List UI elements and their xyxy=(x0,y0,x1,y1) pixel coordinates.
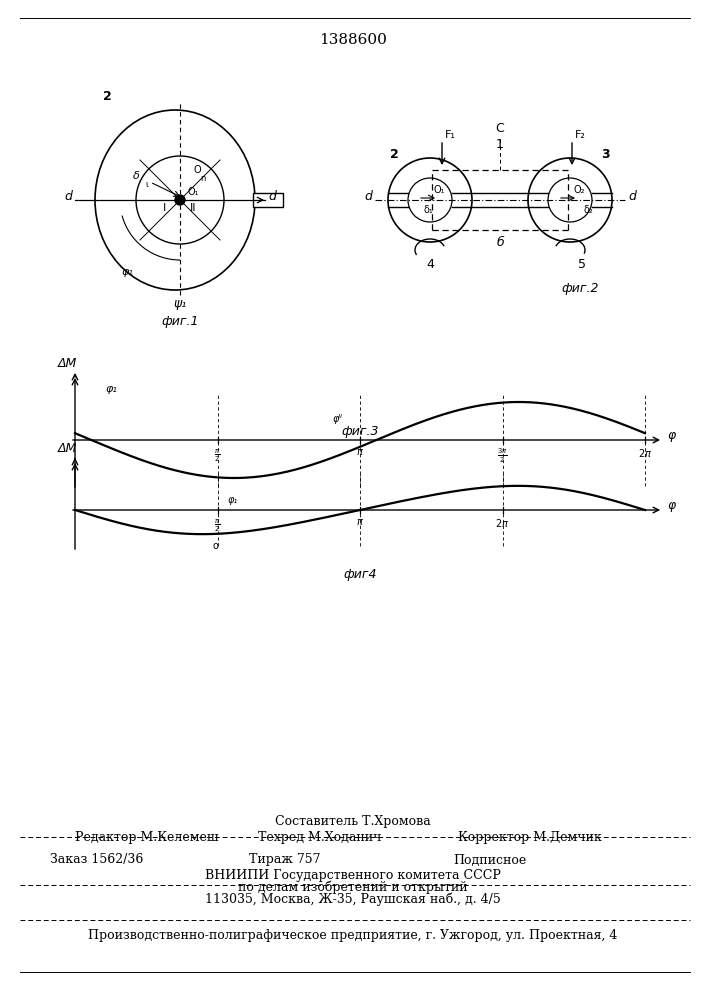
Text: d: d xyxy=(268,190,276,204)
Text: Заказ 1562/36: Заказ 1562/36 xyxy=(50,854,144,866)
Bar xyxy=(253,193,283,207)
Text: $\frac{\pi}{2}$: $\frac{\pi}{2}$ xyxy=(214,447,221,464)
Text: Производственно-полиграфическое предприятие, г. Ужгород, ул. Проектная, 4: Производственно-полиграфическое предприя… xyxy=(88,928,618,942)
Text: $2\pi$: $2\pi$ xyxy=(638,447,652,459)
Text: $\frac{\pi}{2}$: $\frac{\pi}{2}$ xyxy=(214,517,221,534)
Text: 2: 2 xyxy=(103,90,112,103)
Text: d: d xyxy=(64,190,72,204)
Text: φ₁: φ₁ xyxy=(228,495,238,505)
Text: $\frac{3\pi}{2}$: $\frac{3\pi}{2}$ xyxy=(497,447,508,465)
Text: δ₂: δ₂ xyxy=(583,205,593,215)
Text: φ: φ xyxy=(667,499,675,512)
Text: фиг.2: фиг.2 xyxy=(561,282,599,295)
Text: I: I xyxy=(163,203,167,213)
Text: O₁: O₁ xyxy=(187,187,199,197)
Text: φ: φ xyxy=(667,430,675,442)
Text: фиг.3: фиг.3 xyxy=(341,426,379,438)
Text: δ: δ xyxy=(133,171,140,181)
Text: ΔM: ΔM xyxy=(57,442,76,455)
Text: ψ₁: ψ₁ xyxy=(173,297,187,310)
Text: d: d xyxy=(628,190,636,204)
Text: φᴵᴵ: φᴵᴵ xyxy=(332,414,342,424)
Text: φ₁: φ₁ xyxy=(105,384,117,394)
Text: F₂: F₂ xyxy=(575,130,586,140)
Text: Техред М.Ходанич: Техред М.Ходанич xyxy=(258,830,382,844)
Text: Корректор М.Демчик: Корректор М.Демчик xyxy=(458,830,602,844)
Text: ВНИИПИ Государственного комитета СССР: ВНИИПИ Государственного комитета СССР xyxy=(205,868,501,882)
Text: O₂: O₂ xyxy=(574,185,585,195)
Text: 1388600: 1388600 xyxy=(319,33,387,47)
Text: O₁: O₁ xyxy=(434,185,445,195)
Text: Тираж 757: Тираж 757 xyxy=(250,854,321,866)
Text: d: d xyxy=(364,190,372,204)
Text: $\pi$: $\pi$ xyxy=(356,447,364,457)
Text: φ₁: φ₁ xyxy=(121,267,133,277)
Text: б: б xyxy=(496,235,504,248)
Text: O: O xyxy=(193,165,201,175)
Text: ΔM: ΔM xyxy=(57,357,76,370)
Text: C: C xyxy=(496,122,504,135)
Text: фиг4: фиг4 xyxy=(344,568,377,581)
Text: Составитель Т.Хромова: Составитель Т.Хромова xyxy=(275,816,431,828)
Text: по делам изобретений и открытий: по делам изобретений и открытий xyxy=(238,880,468,894)
Text: δ₁: δ₁ xyxy=(423,205,433,215)
Text: F₁: F₁ xyxy=(445,130,456,140)
Text: 1: 1 xyxy=(496,138,504,151)
Text: фиг.1: фиг.1 xyxy=(161,315,199,328)
Text: 2: 2 xyxy=(390,147,398,160)
Text: $2\pi$: $2\pi$ xyxy=(496,517,510,529)
Text: II: II xyxy=(189,203,197,213)
Text: 4: 4 xyxy=(426,258,434,271)
Text: 3: 3 xyxy=(602,147,610,160)
Text: $\pi$: $\pi$ xyxy=(356,517,364,527)
Text: Редактор М.Келемеш: Редактор М.Келемеш xyxy=(75,830,218,844)
Text: o: o xyxy=(213,541,218,551)
Text: ι: ι xyxy=(145,180,148,189)
Text: 5: 5 xyxy=(578,258,586,271)
Text: Подписное: Подписное xyxy=(453,854,527,866)
Text: 113035, Москва, Ж-35, Раушская наб., д. 4/5: 113035, Москва, Ж-35, Раушская наб., д. … xyxy=(205,892,501,906)
Text: n: n xyxy=(200,174,205,183)
Circle shape xyxy=(175,195,185,205)
